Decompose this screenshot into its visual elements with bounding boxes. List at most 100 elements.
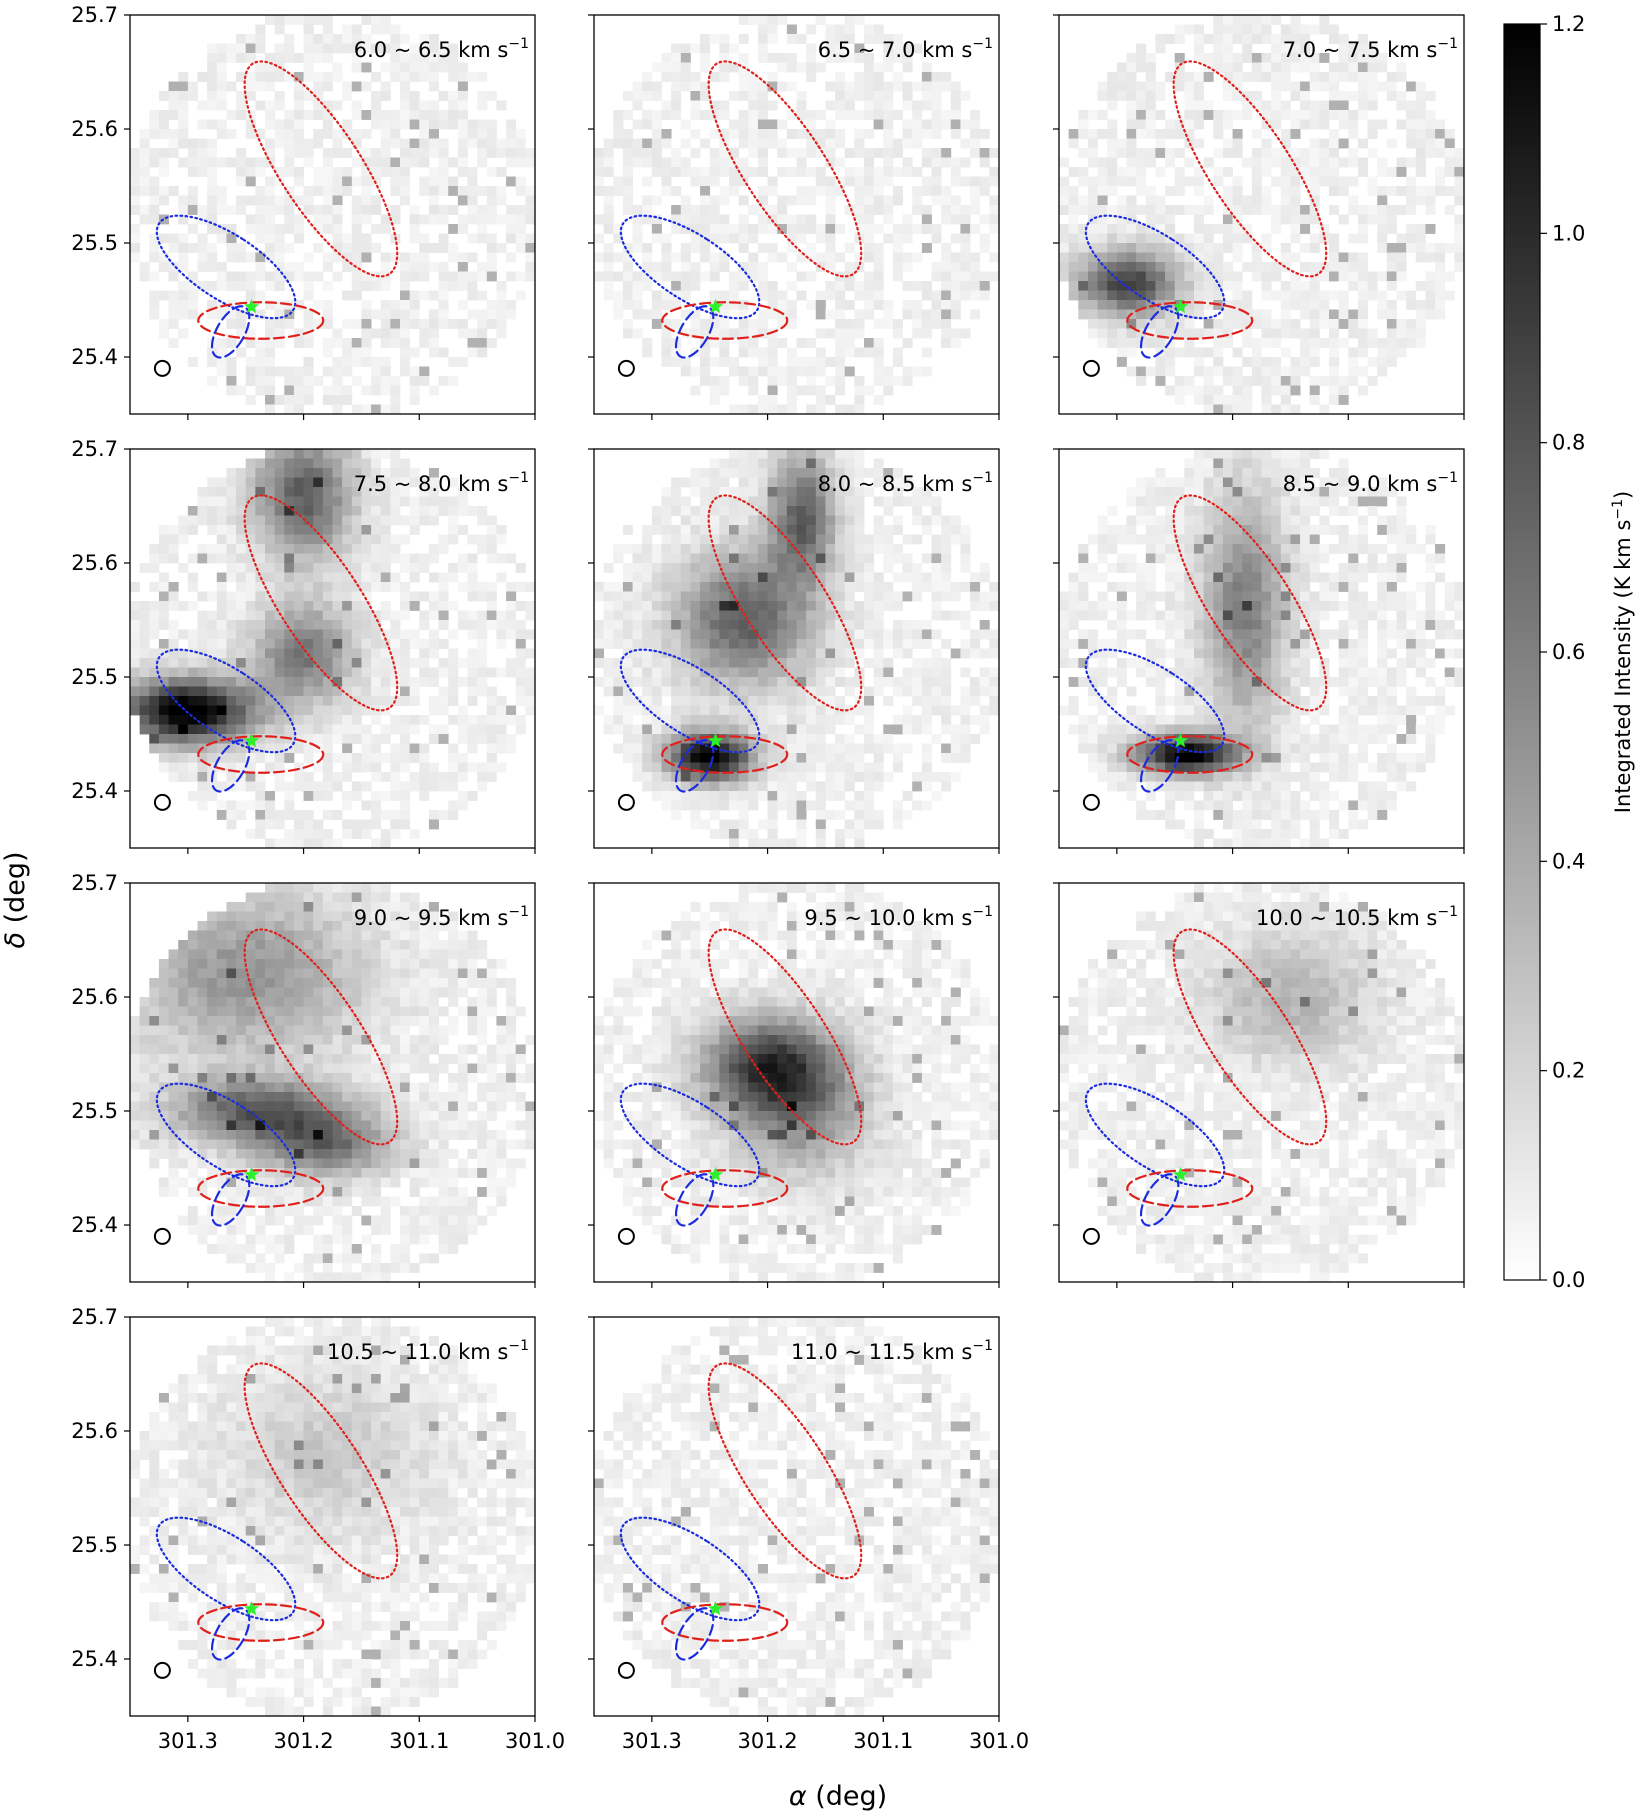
intensity-pixel (1222, 110, 1233, 120)
intensity-pixel (400, 677, 411, 687)
intensity-pixel (390, 515, 401, 526)
intensity-pixel (245, 753, 256, 763)
intensity-pixel (255, 205, 266, 215)
intensity-pixel (1242, 110, 1253, 120)
intensity-pixel (680, 205, 691, 215)
intensity-pixel (767, 243, 778, 253)
intensity-pixel (419, 148, 430, 158)
intensity-pixel (719, 34, 730, 44)
intensity-pixel (486, 148, 497, 158)
intensity-pixel (642, 705, 653, 716)
intensity-pixel (1406, 186, 1417, 196)
intensity-pixel (1261, 110, 1272, 120)
intensity-pixel (409, 271, 420, 282)
intensity-pixel (796, 186, 807, 196)
intensity-pixel (979, 233, 990, 244)
intensity-pixel (477, 233, 488, 244)
intensity-pixel (1078, 300, 1089, 310)
intensity-pixel (709, 100, 720, 111)
intensity-pixel (1222, 319, 1233, 329)
intensity-pixel (709, 753, 720, 763)
intensity-pixel (409, 214, 420, 225)
intensity-pixel (786, 376, 797, 386)
intensity-pixel (390, 157, 401, 168)
intensity-pixel (409, 385, 420, 396)
intensity-pixel (236, 487, 247, 497)
intensity-pixel (613, 252, 624, 263)
intensity-pixel (448, 72, 459, 82)
intensity-pixel (226, 544, 237, 554)
intensity-pixel (844, 91, 855, 101)
intensity-pixel (332, 582, 343, 592)
intensity-pixel (467, 572, 478, 583)
intensity-pixel (1078, 243, 1089, 253)
intensity-pixel (351, 138, 362, 149)
intensity-pixel (303, 810, 314, 820)
intensity-pixel (322, 15, 333, 25)
intensity-pixel (361, 309, 372, 320)
intensity-pixel (293, 449, 304, 459)
intensity-pixel (1377, 347, 1388, 358)
intensity-pixel (1251, 205, 1262, 215)
intensity-pixel (748, 110, 759, 120)
intensity-pixel (1087, 290, 1098, 301)
intensity-pixel (284, 243, 295, 253)
intensity-pixel (197, 686, 208, 697)
intensity-pixel (796, 252, 807, 263)
blue-dotted-ellipse (619, 214, 761, 320)
intensity-pixel (168, 762, 179, 773)
intensity-pixel (748, 458, 759, 469)
intensity-pixel (796, 544, 807, 554)
intensity-pixel (1116, 167, 1127, 177)
intensity-pixel (255, 563, 266, 573)
intensity-pixel (207, 309, 218, 320)
intensity-pixel (796, 724, 807, 735)
intensity-pixel (603, 138, 614, 149)
intensity-pixel (1386, 214, 1397, 225)
intensity-pixel (1271, 100, 1282, 111)
intensity-pixel (690, 772, 701, 782)
intensity-pixel (486, 91, 497, 101)
intensity-pixel (825, 290, 836, 301)
intensity-pixel (371, 449, 382, 459)
intensity-pixel (245, 696, 256, 706)
intensity-pixel (226, 667, 237, 678)
intensity-pixel (139, 262, 150, 272)
intensity-pixel (1155, 138, 1166, 149)
intensity-pixel (806, 677, 817, 687)
intensity-pixel (255, 157, 266, 168)
intensity-pixel (1396, 290, 1407, 301)
intensity-pixel (844, 366, 855, 377)
intensity-pixel (1184, 385, 1195, 396)
intensity-pixel (1107, 338, 1118, 348)
intensity-pixel (322, 743, 333, 754)
intensity-pixel (642, 724, 653, 735)
intensity-pixel (400, 72, 411, 82)
intensity-pixel (467, 138, 478, 149)
intensity-pixel (342, 34, 353, 44)
intensity-pixel (835, 110, 846, 120)
intensity-pixel (351, 110, 362, 120)
intensity-pixel (245, 781, 256, 792)
intensity-pixel (255, 290, 266, 301)
intensity-pixel (361, 110, 372, 120)
intensity-pixel (139, 167, 150, 177)
intensity-pixel (1232, 138, 1243, 149)
intensity-pixel (1232, 81, 1243, 92)
intensity-pixel (178, 110, 189, 120)
intensity-pixel (139, 176, 150, 187)
intensity-pixel (796, 696, 807, 706)
intensity-pixel (409, 262, 420, 272)
panel-frame (129, 14, 536, 415)
intensity-pixel (207, 262, 218, 272)
intensity-pixel (477, 347, 488, 358)
intensity-pixel (1059, 205, 1070, 215)
intensity-pixel (438, 157, 449, 168)
intensity-pixel (651, 715, 662, 725)
intensity-pixel (1280, 72, 1291, 82)
intensity-pixel (486, 186, 497, 196)
intensity-pixel (671, 81, 682, 92)
intensity-pixel (757, 772, 768, 782)
intensity-pixel (738, 705, 749, 716)
intensity-pixel (342, 496, 353, 507)
